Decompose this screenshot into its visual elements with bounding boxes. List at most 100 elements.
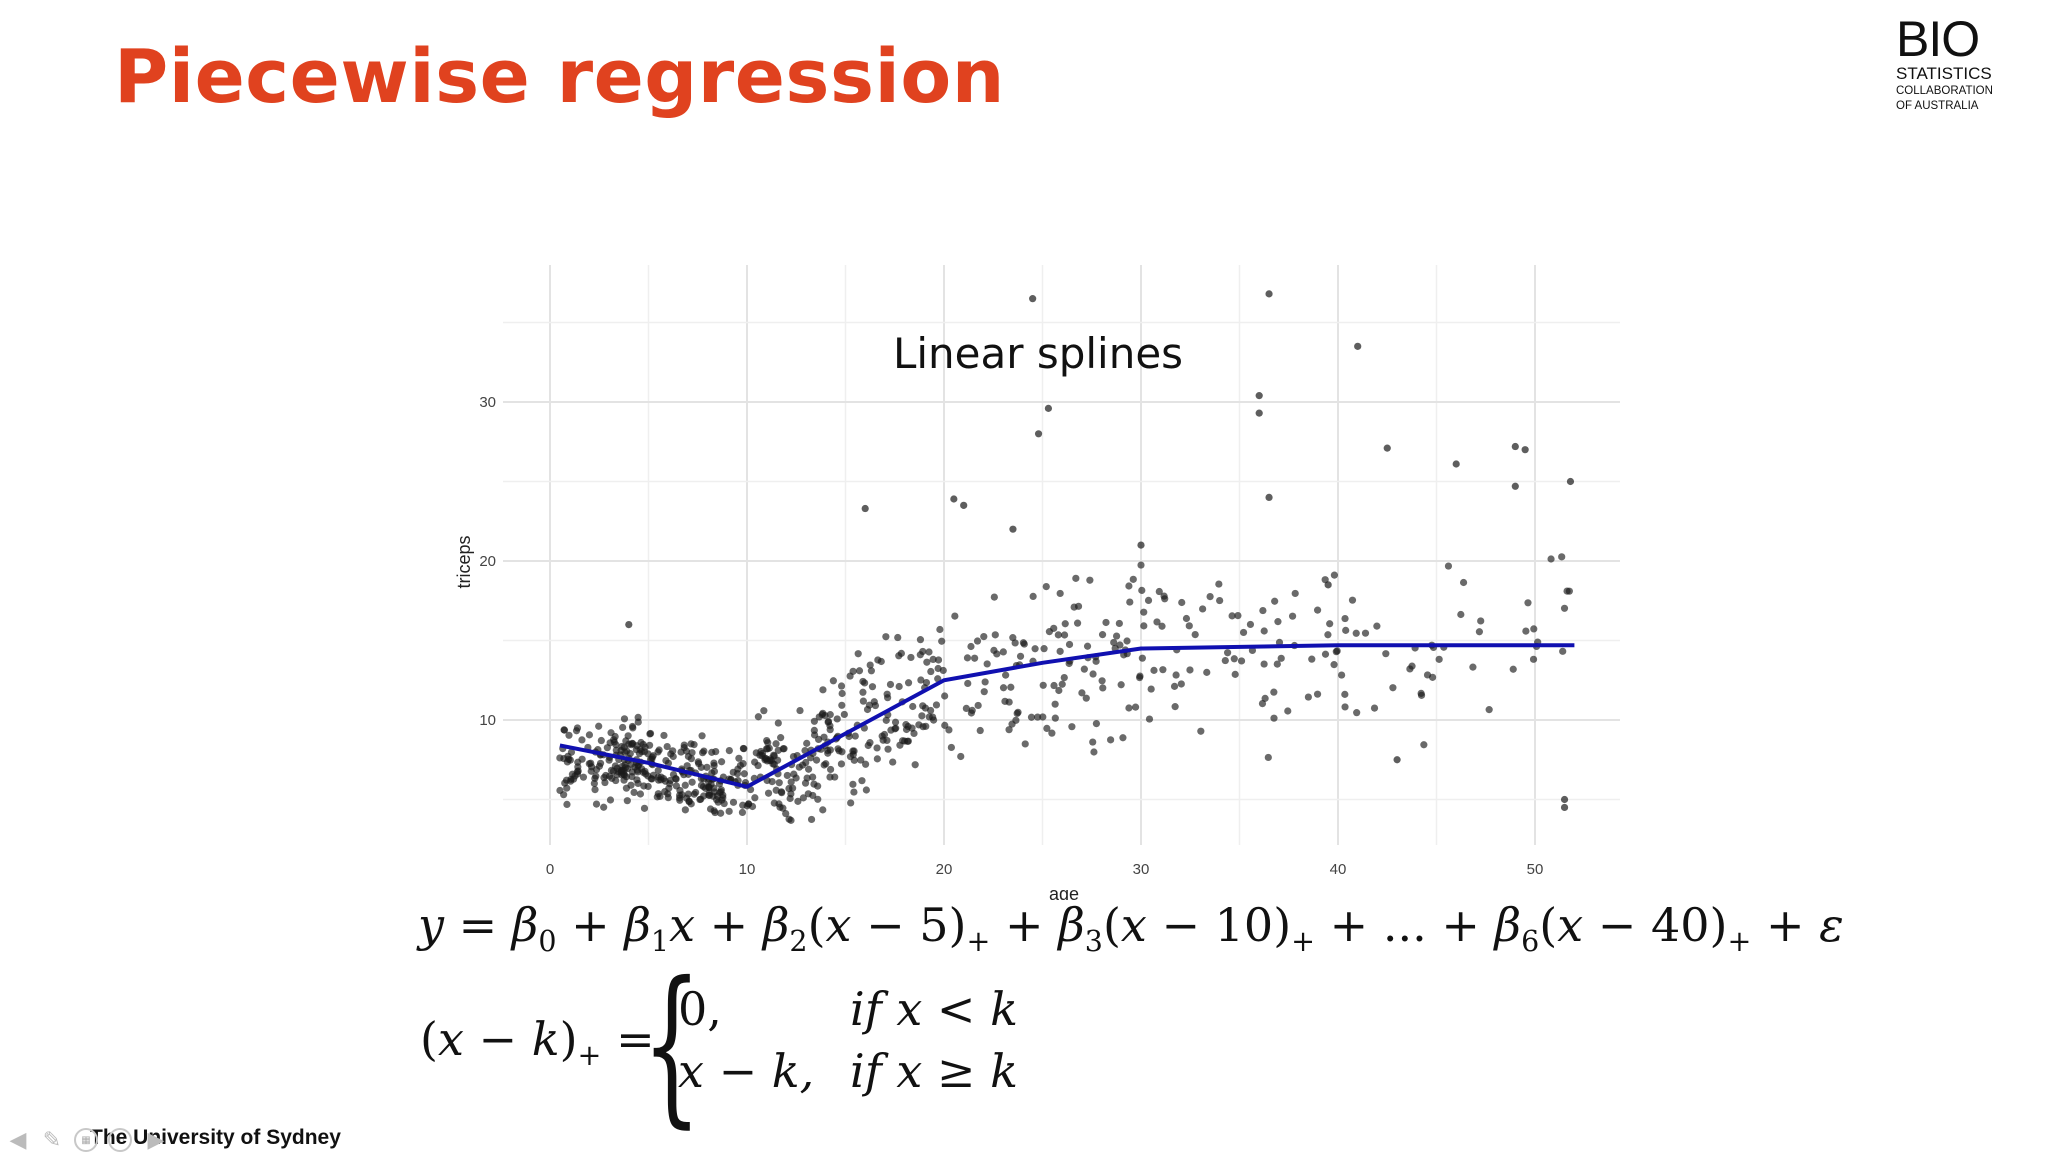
scatter-point xyxy=(862,786,870,794)
scatter-point xyxy=(1051,714,1059,722)
scatter-point xyxy=(1509,665,1517,673)
scatter-point xyxy=(1050,681,1058,690)
pencil-icon[interactable]: ✎ xyxy=(42,1127,62,1153)
scatter-point xyxy=(1341,690,1349,698)
scatter-point xyxy=(1125,704,1133,712)
scatter-point xyxy=(1231,670,1239,678)
scatter-point xyxy=(1370,704,1379,712)
scatter-point xyxy=(904,679,913,687)
scatter-point xyxy=(754,713,762,721)
scatter-point xyxy=(563,758,571,766)
scatter-point xyxy=(915,721,923,729)
cases-brace: { xyxy=(642,946,702,1144)
scatter-point xyxy=(917,676,925,684)
scatter-point xyxy=(764,789,773,797)
x-tick-label: 30 xyxy=(1133,861,1150,878)
scatter-point xyxy=(1086,576,1094,584)
scatter-point xyxy=(688,778,696,786)
scatter-point xyxy=(904,737,912,745)
scatter-point xyxy=(1373,622,1381,630)
scatter-point xyxy=(1333,647,1341,655)
slides-icon[interactable]: ▦ xyxy=(72,1128,100,1152)
scatter-point xyxy=(682,747,691,755)
scatter-point xyxy=(758,752,766,760)
scatter-point xyxy=(1089,738,1097,746)
scatter-point xyxy=(768,777,776,786)
scatter-point xyxy=(762,745,771,753)
scatter-point xyxy=(1203,668,1211,676)
scatter-point xyxy=(807,815,816,824)
scatter-point xyxy=(1034,713,1042,721)
scatter-point xyxy=(1265,290,1273,298)
scatter-point xyxy=(669,770,678,779)
scatter-point xyxy=(1185,622,1193,630)
scatter-point xyxy=(1137,541,1145,549)
arrow-left-icon[interactable]: ◀ xyxy=(9,1127,27,1153)
scatter-point xyxy=(560,726,568,734)
scatter-point xyxy=(1530,625,1538,633)
scatter-point xyxy=(590,779,598,787)
scatter-point xyxy=(1270,714,1278,722)
scatter-point xyxy=(1065,659,1073,668)
scatter-point xyxy=(1116,641,1124,649)
scatter-point xyxy=(1215,580,1223,588)
scatter-point xyxy=(858,777,866,785)
scatter-point xyxy=(1110,638,1118,647)
scatter-point xyxy=(1435,655,1443,663)
scatter-point xyxy=(1080,665,1088,673)
scatter-point xyxy=(751,758,759,766)
scatter-point xyxy=(631,763,639,771)
arrow-right-icon[interactable]: ▶ xyxy=(147,1127,165,1153)
scatter-point xyxy=(1002,671,1010,679)
scatter-point xyxy=(892,724,900,732)
scatter-point xyxy=(1060,674,1068,682)
scatter-point xyxy=(1313,690,1322,698)
scatter-point xyxy=(820,733,828,741)
scatter-point xyxy=(690,790,698,798)
scatter-point xyxy=(1417,691,1426,699)
scatter-point xyxy=(1560,803,1569,812)
scatter-point xyxy=(770,799,778,807)
scatter-point xyxy=(1089,670,1097,678)
more-icon[interactable]: ⋯ xyxy=(106,1128,134,1152)
scatter-point xyxy=(703,763,711,771)
scatter-point xyxy=(819,806,827,814)
scatter-point xyxy=(1140,608,1148,616)
scatter-point xyxy=(717,809,725,817)
scatter-point xyxy=(1230,655,1238,663)
scatter-point xyxy=(766,755,775,763)
scatter-point xyxy=(847,799,855,807)
scatter-point xyxy=(1304,693,1312,701)
scatter-point xyxy=(1273,660,1281,668)
scatter-point xyxy=(1521,446,1529,454)
scatter-point xyxy=(1009,525,1017,533)
scatter-point xyxy=(725,746,733,755)
scatter-point xyxy=(1150,666,1158,674)
scatter-point xyxy=(819,709,827,717)
x-tick-label: 50 xyxy=(1527,861,1544,878)
scatter-point xyxy=(1216,596,1224,605)
scatter-point xyxy=(640,748,649,756)
scatter-point xyxy=(927,706,935,715)
scatter-point xyxy=(1353,709,1361,717)
scatter-point xyxy=(1259,606,1267,615)
scatter-point xyxy=(796,706,804,715)
scatter-point xyxy=(1158,622,1166,630)
scatter-point xyxy=(1313,606,1322,614)
scatter-point xyxy=(735,754,743,762)
scatter-point xyxy=(1288,612,1297,620)
scatter-point xyxy=(619,723,627,732)
scatter-point xyxy=(676,786,684,795)
scatter-point xyxy=(620,715,629,723)
scatter-point xyxy=(578,736,586,744)
scatter-point xyxy=(1565,587,1573,595)
scatter-point xyxy=(895,682,903,691)
scatter-point xyxy=(561,779,569,787)
scatter-point xyxy=(882,633,890,641)
scatter-point xyxy=(932,701,941,709)
scatter-point xyxy=(640,782,648,790)
scatter-point xyxy=(877,657,885,666)
scatter-point xyxy=(785,815,793,823)
scatter-point xyxy=(657,773,665,781)
slide-title: Piecewise regression xyxy=(114,34,1005,120)
